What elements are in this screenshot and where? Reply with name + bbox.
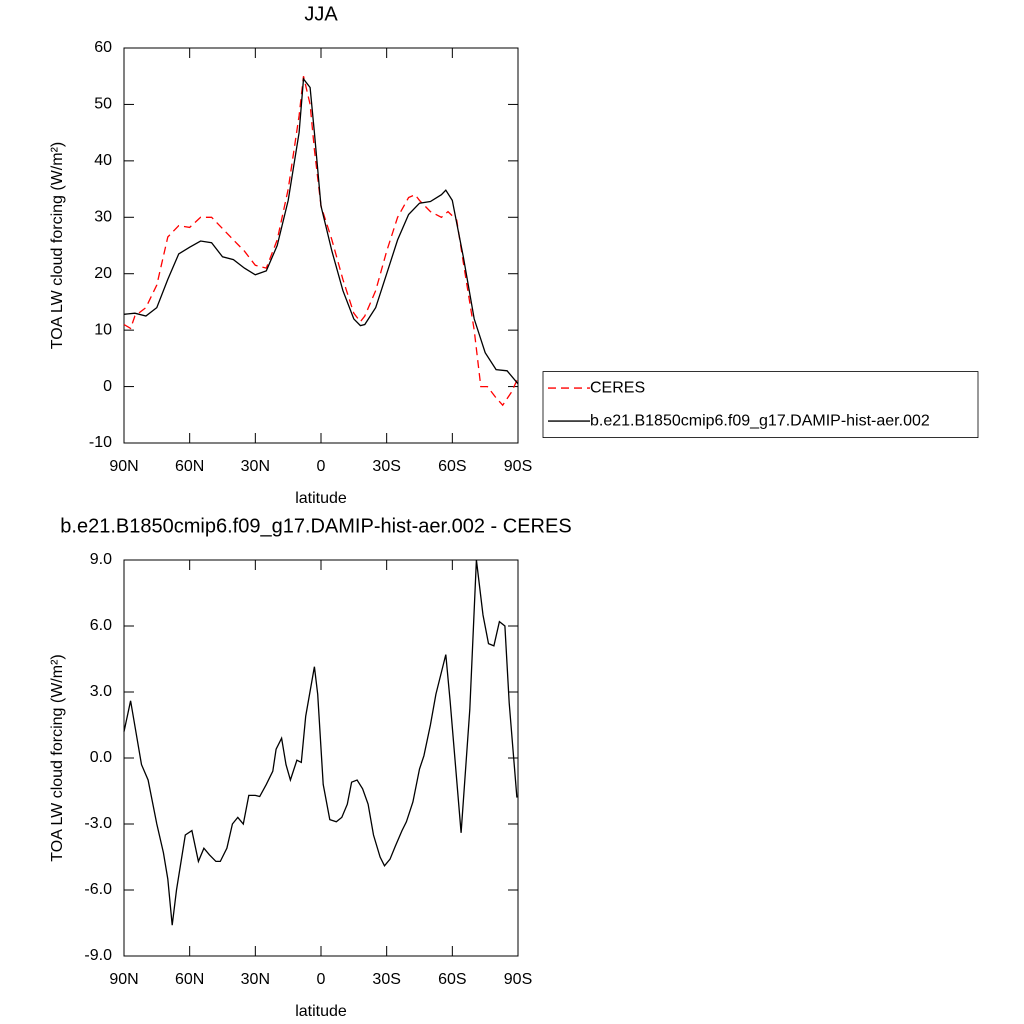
y-tick-label: -3.0 xyxy=(84,815,112,832)
x-tick-label: 0 xyxy=(317,971,326,988)
legend-label: CERES xyxy=(590,379,645,396)
x-tick-label: 60N xyxy=(175,458,204,475)
plot-frame xyxy=(123,47,519,444)
x-tick-label: 30S xyxy=(372,458,400,475)
x-tick-label: 90N xyxy=(109,971,138,988)
data-line xyxy=(123,559,518,926)
y-tick-label: -6.0 xyxy=(84,881,112,898)
legend-box xyxy=(542,371,979,438)
y-tick-label: 20 xyxy=(94,265,112,282)
y-tick-label: -9.0 xyxy=(84,947,112,964)
data-line xyxy=(123,76,519,407)
x-axis-label: latitude xyxy=(295,490,347,507)
x-tick-label: 30S xyxy=(372,971,400,988)
y-tick-label: 9.0 xyxy=(90,551,112,568)
x-tick-label: 90S xyxy=(504,971,532,988)
y-tick-label: 50 xyxy=(94,96,112,113)
y-tick-label: 6.0 xyxy=(90,617,112,634)
y-tick-label: 30 xyxy=(94,209,112,226)
x-tick-label: 90S xyxy=(504,458,532,475)
x-tick-label: 90N xyxy=(109,458,138,475)
y-tick-label: 60 xyxy=(94,39,112,56)
x-tick-label: 60S xyxy=(438,971,466,988)
y-tick-label: 40 xyxy=(94,152,112,169)
y-tick-label: 0 xyxy=(103,378,112,395)
x-tick-label: 30N xyxy=(241,971,270,988)
x-tick-label: 30N xyxy=(241,458,270,475)
x-tick-label: 0 xyxy=(317,458,326,475)
x-axis-label: latitude xyxy=(295,1003,347,1020)
chart-title: b.e21.B1850cmip6.f09_g17.DAMIP-hist-aer.… xyxy=(60,515,571,537)
y-tick-label: -10 xyxy=(89,434,112,451)
x-tick-label: 60N xyxy=(175,971,204,988)
y-tick-label: 0.0 xyxy=(90,749,112,766)
chart-title: JJA xyxy=(304,3,338,25)
y-axis-label: TOA LW cloud forcing (W/m²) xyxy=(49,654,66,861)
y-tick-label: 3.0 xyxy=(90,683,112,700)
x-tick-label: 60S xyxy=(438,458,466,475)
y-axis-label: TOA LW cloud forcing (W/m²) xyxy=(49,142,66,349)
data-line xyxy=(123,77,519,385)
y-tick-label: 10 xyxy=(94,321,112,338)
legend-label: b.e21.B1850cmip6.f09_g17.DAMIP-hist-aer.… xyxy=(590,412,930,429)
